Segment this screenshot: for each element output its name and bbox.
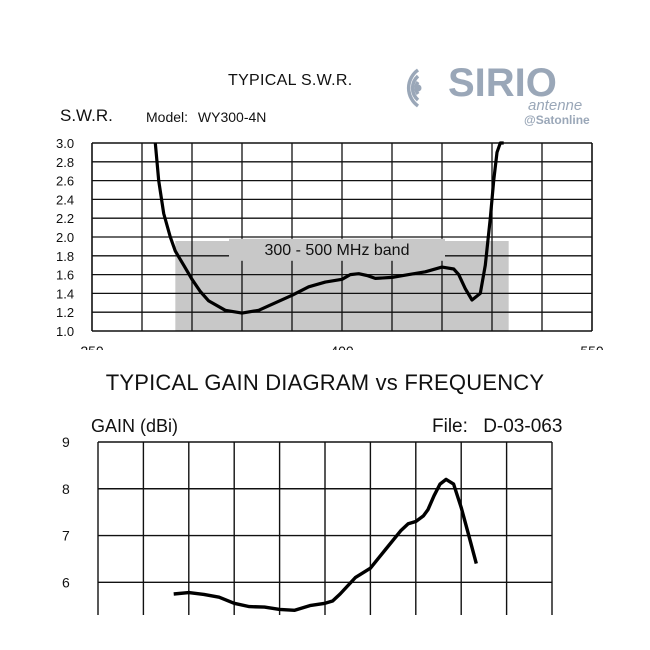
gain-y-tick-label: 9 xyxy=(62,434,70,450)
model-prefix: Model: xyxy=(146,109,189,125)
swr-x-tick-labels: 250400550 xyxy=(0,343,650,366)
swr-y-tick-label: 2.6 xyxy=(56,174,74,189)
swr-band-label: 300 - 500 MHz band xyxy=(265,242,410,259)
swr-y-tick-label: 3.0 xyxy=(56,136,74,151)
swr-chart: 300 - 500 MHz band 1.0 1.2 1.4 1.6 1.8 2.0 2.2… xyxy=(0,136,650,366)
gain-chart: 6 7 8 9 xyxy=(62,434,553,615)
swr-y-tick-label: 2.8 xyxy=(56,155,74,170)
logo-brand-text: SIRIO xyxy=(448,61,557,105)
gain-y-tick-labels: 6 7 8 9 xyxy=(62,434,70,590)
swr-series-line xyxy=(153,141,504,315)
swr-y-tick-label: 1.0 xyxy=(56,324,74,339)
gain-file-line: File: D-03-063 xyxy=(432,416,562,438)
swr-y-tick-label: 1.6 xyxy=(56,268,74,283)
swr-model-line: Model: WY300-4N xyxy=(146,109,266,125)
file-value: D-03-063 xyxy=(483,416,563,437)
swr-x-tick-mask xyxy=(0,350,650,366)
swr-y-tick-label: 2.2 xyxy=(56,211,74,226)
gain-y-tick-label: 7 xyxy=(62,528,70,544)
swr-y-tick-label: 1.4 xyxy=(56,286,74,301)
signal-icon xyxy=(406,68,422,108)
logo-sub-text: antenne xyxy=(528,97,582,114)
swr-y-axis-label: S.W.R. xyxy=(60,106,113,125)
model-value: WY300-4N xyxy=(197,109,267,125)
swr-chart-title: TYPICAL S.W.R. xyxy=(228,72,353,89)
swr-y-tick-label: 1.8 xyxy=(56,249,74,264)
swr-y-tick-label: 2.4 xyxy=(56,192,74,207)
swr-grid xyxy=(91,142,593,332)
sirio-logo: SIRIO antenne @Satonline xyxy=(406,61,590,127)
gain-y-axis-label: GAIN (dBi) xyxy=(91,416,179,436)
file-prefix: File: xyxy=(432,416,468,437)
swr-y-tick-label: 2.0 xyxy=(56,230,74,245)
gain-grid xyxy=(97,441,553,615)
gain-y-tick-label: 8 xyxy=(62,481,70,497)
swr-band-label-background xyxy=(229,238,445,261)
gain-series-line xyxy=(173,477,478,612)
swr-y-tick-label: 1.2 xyxy=(56,305,74,320)
gain-chart-title: TYPICAL GAIN DIAGRAM vs FREQUENCY xyxy=(105,370,545,395)
gain-y-tick-label: 6 xyxy=(62,574,70,590)
swr-y-tick-labels: 1.0 1.2 1.4 1.6 1.8 2.0 2.2 2.4 2.6 2.8 3.0 xyxy=(56,136,74,339)
watermark-text: @Satonline xyxy=(524,113,590,127)
